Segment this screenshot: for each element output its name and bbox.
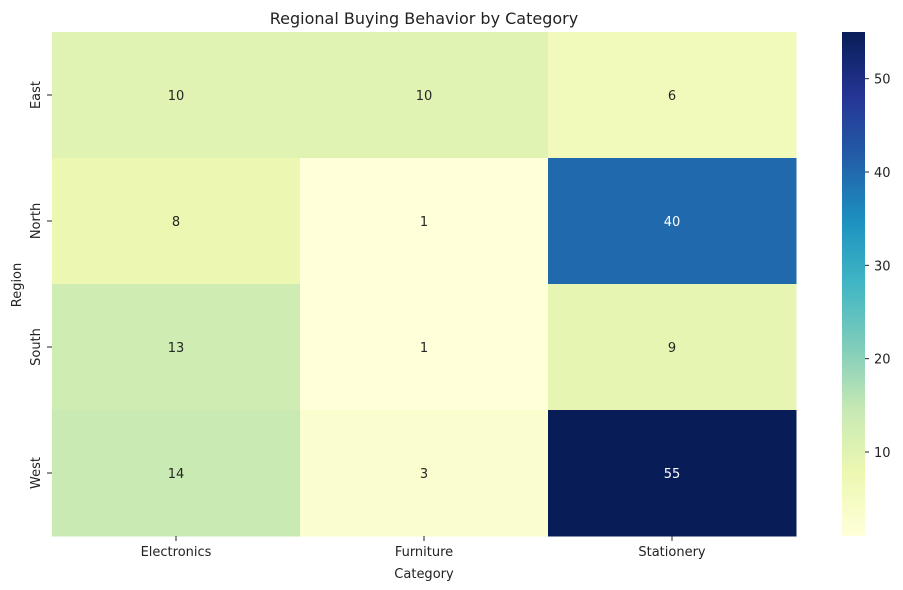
colorbar-tick-label: 10 xyxy=(874,446,891,461)
cell-value-label: 3 xyxy=(420,467,428,482)
colorbar xyxy=(842,32,865,536)
cell-value-label: 40 xyxy=(664,215,681,230)
x-axis-ticks: Electronics Furniture Stationery xyxy=(141,536,706,560)
x-tick-label: Stationery xyxy=(638,545,706,560)
y-axis-label: Region xyxy=(10,263,25,308)
heatmap-cell xyxy=(548,158,797,285)
heatmap-cell xyxy=(52,158,301,285)
colorbar-tick-label: 20 xyxy=(874,353,891,368)
heatmap-cell xyxy=(300,410,549,537)
heatmap-cell xyxy=(52,284,301,411)
cell-value-label: 10 xyxy=(168,89,185,104)
heatmap-cell xyxy=(52,410,301,537)
cell-value-label: 9 xyxy=(668,341,676,356)
cell-value-label: 6 xyxy=(668,89,676,104)
heatmap-cell xyxy=(300,284,549,411)
cell-value-label: 13 xyxy=(168,341,185,356)
heatmap-cell xyxy=(300,32,549,159)
y-axis-ticks: East North South West xyxy=(29,81,52,489)
y-tick-label: South xyxy=(29,328,44,366)
cell-value-label: 10 xyxy=(416,89,433,104)
chart-title: Regional Buying Behavior by Category xyxy=(270,9,578,28)
colorbar-tick-label: 30 xyxy=(874,259,891,274)
cell-value-label: 8 xyxy=(172,215,180,230)
y-tick-label: East xyxy=(29,81,44,109)
cell-value-labels: 10 10 6 8 1 40 13 1 9 14 3 55 xyxy=(168,89,681,482)
x-axis-label: Category xyxy=(394,567,454,582)
cell-value-label: 1 xyxy=(420,341,428,356)
heatmap-cell xyxy=(548,410,797,537)
heatmap-cells xyxy=(52,32,797,537)
y-tick-label: West xyxy=(29,457,44,489)
x-tick-label: Electronics xyxy=(141,545,212,560)
cell-value-label: 55 xyxy=(664,467,681,482)
heatmap-cell xyxy=(52,32,301,159)
cell-value-label: 1 xyxy=(420,215,428,230)
heatmap-cell xyxy=(548,32,797,159)
heatmap-cell xyxy=(548,284,797,411)
cell-value-label: 14 xyxy=(168,467,185,482)
colorbar-ticks: 10 20 30 40 50 xyxy=(865,73,891,461)
colorbar-tick-label: 50 xyxy=(874,73,891,88)
x-tick-label: Furniture xyxy=(395,545,453,560)
y-tick-label: North xyxy=(29,203,44,239)
colorbar-tick-label: 40 xyxy=(874,166,891,181)
heatmap-cell xyxy=(300,158,549,285)
